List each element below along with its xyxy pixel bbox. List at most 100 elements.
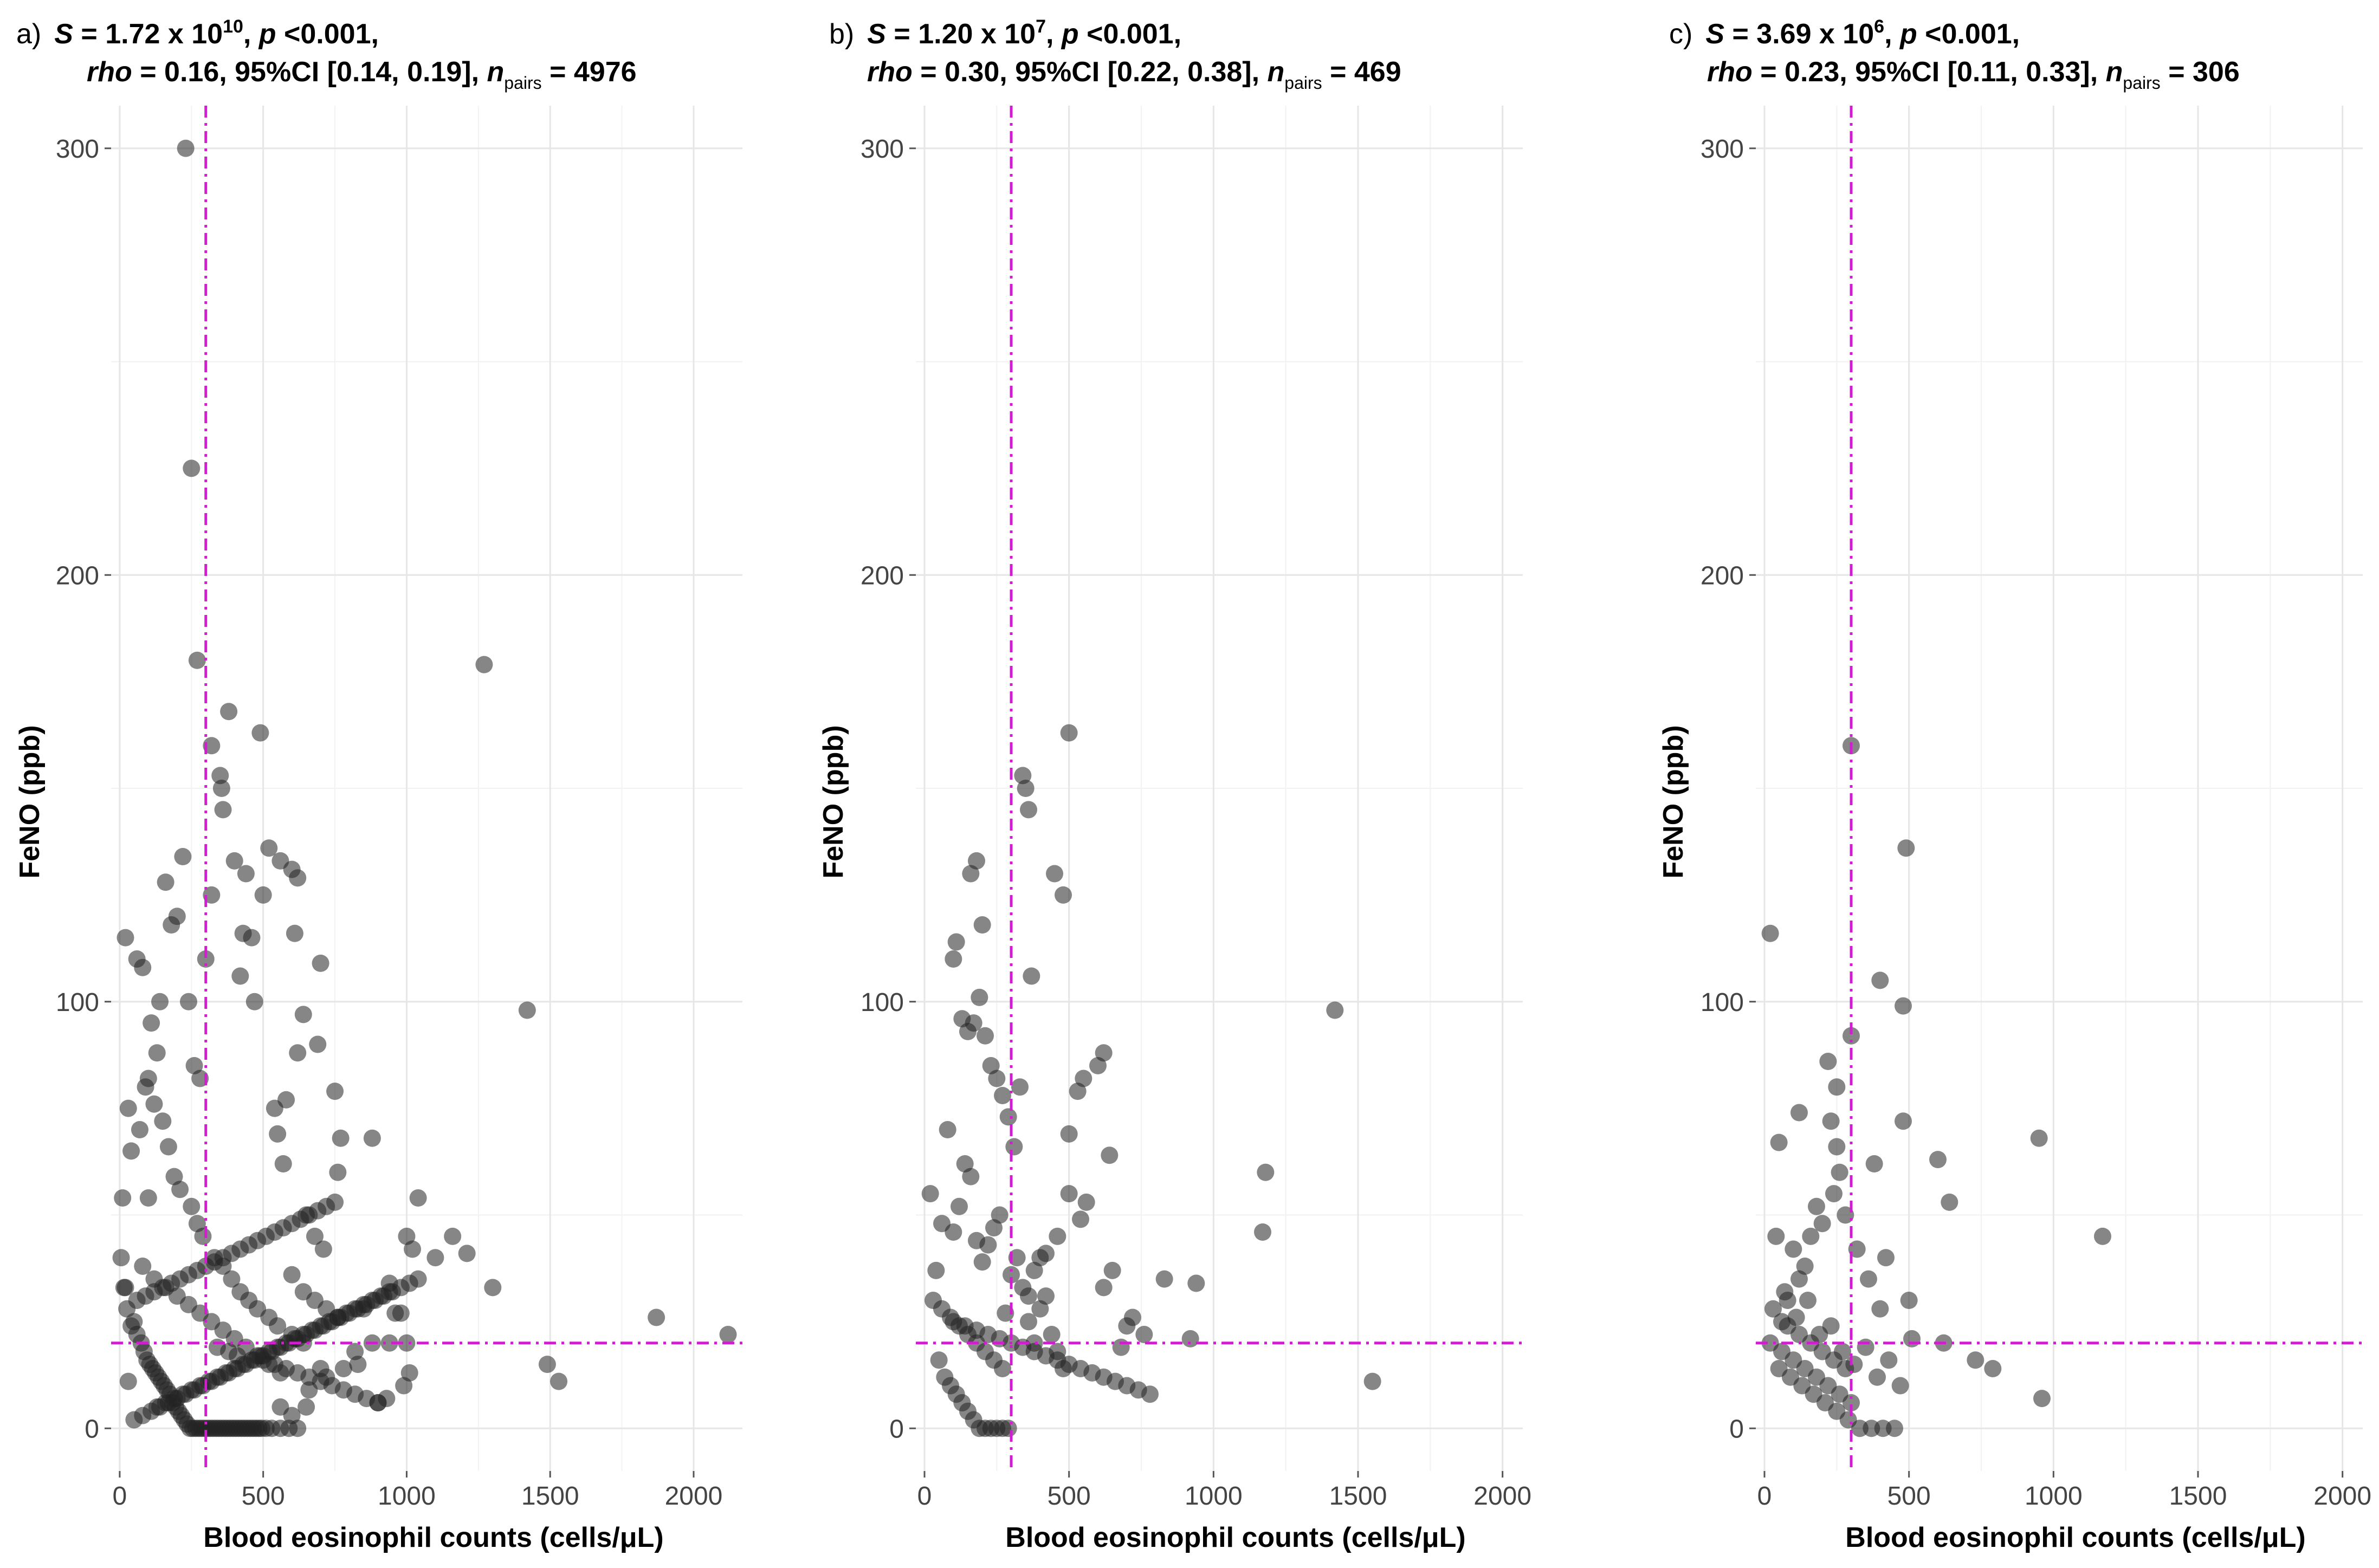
panel-b-data-point	[1075, 1070, 1092, 1087]
panel-c-data-point	[1967, 1351, 1984, 1369]
panel-b-S-value: = 1.20 x 10	[886, 18, 1036, 50]
panel-b-data-point	[1187, 1274, 1205, 1292]
panel-c-x-tick-label: 1000	[2025, 1482, 2083, 1511]
panel-a-data-point	[719, 1326, 737, 1343]
panel-c-data-point	[1941, 1193, 1958, 1211]
panel-a-data-point	[151, 993, 169, 1010]
panel-b-data-point	[1023, 967, 1040, 985]
panel-c-data-point	[1886, 1420, 1903, 1437]
panel-c-data-point	[1761, 924, 1779, 942]
panel-b-n-sub: pairs	[1284, 73, 1322, 93]
panel-b-x-tick-label: 0	[917, 1482, 932, 1511]
panel-a-data-point	[444, 1227, 462, 1245]
panel-c-data-point	[1813, 1215, 1831, 1233]
panel-c-data-point	[1984, 1360, 2002, 1377]
panel-a-data-point	[334, 1360, 352, 1377]
panel-a-data-point	[254, 886, 272, 904]
panel-b-y-tick-label: 300	[861, 135, 904, 164]
panel-c: c) S = 3.69 x 106, p <0.001, rho = 0.23, …	[1658, 16, 2371, 1553]
panel-a-data-point	[197, 950, 215, 968]
panel-a-p-value: <0.001,	[276, 18, 379, 50]
panel-a-data-point	[137, 1078, 154, 1096]
panel-b-data-point	[1049, 1227, 1066, 1245]
panel-a-data-point	[134, 958, 152, 976]
panel-c-x-axis-label: Blood eosinophil counts (cells/μL)	[1845, 1522, 2305, 1553]
panel-a-data-point	[648, 1308, 665, 1326]
panel-a-data-point	[289, 869, 307, 887]
panel-b-x-tick-label: 1000	[1185, 1482, 1243, 1511]
panel-b-data-point	[962, 865, 980, 883]
panel-a-data-point	[400, 1364, 418, 1382]
panel-c-n-label: n	[2106, 56, 2123, 88]
panel-a-data-point	[203, 737, 221, 755]
panel-a-data-point	[538, 1356, 556, 1373]
panel-b-data-point	[1043, 1326, 1061, 1343]
panel-a-data-point	[134, 1258, 152, 1275]
panel-a-data-point	[251, 724, 269, 742]
panel-c-data-point	[1843, 1027, 1860, 1045]
panel-a-data-point	[168, 908, 186, 925]
panel-a-label: a)	[16, 18, 41, 50]
panel-c-p-label: p	[1899, 18, 1917, 50]
panel-b-data-point	[1326, 1001, 1344, 1019]
panel-a-data-point	[223, 1270, 241, 1288]
panel-c-data-point	[1799, 1292, 1816, 1309]
panel-c-data-point	[1929, 1151, 1947, 1169]
panel-c-S-label: S	[1705, 18, 1724, 50]
panel-c-p-value: <0.001,	[1917, 18, 2020, 50]
panel-c-data-point	[1828, 1078, 1846, 1096]
panel-c-data-point	[1903, 1330, 1921, 1347]
panel-b-data-point	[930, 1351, 948, 1369]
panel-c-data-point	[1822, 1112, 1840, 1130]
panel-a-S-label: S	[54, 18, 73, 50]
panel-b-data-point	[994, 1360, 1011, 1377]
panel-a-data-point	[404, 1240, 422, 1258]
panel-b-data-point	[1060, 724, 1078, 742]
panel-b-data-point	[1072, 1210, 1089, 1228]
panel-a-data-point	[274, 1155, 292, 1172]
panel-b-header-line1: b) S = 1.20 x 107, p <0.001,	[829, 16, 1181, 50]
panel-b-data-point	[945, 950, 962, 968]
panel-a-x-axis-label: Blood eosinophil counts (cells/μL)	[203, 1522, 663, 1553]
panel-b-data-point	[1095, 1279, 1113, 1297]
panel-c-S-value: = 3.69 x 10	[1724, 18, 1874, 50]
panel-c-data-point	[1871, 971, 1889, 989]
panel-b-data-point	[999, 1108, 1017, 1126]
panel-b-data-point	[1011, 1078, 1029, 1096]
panel-a-data-point	[157, 873, 174, 891]
panel-b: b) S = 1.20 x 107, p <0.001, rho = 0.30, …	[818, 16, 1531, 1553]
panel-a-data-point	[380, 1334, 398, 1352]
panel-a-data-point	[177, 139, 195, 157]
panel-c-data-point	[1860, 1270, 1877, 1288]
panel-c-y-axis-label: FeNO (ppb)	[1658, 725, 1689, 878]
panel-a-data-point	[518, 1001, 536, 1019]
panel-c-y-tick-label: 300	[1701, 135, 1744, 164]
panel-b-data-point	[1025, 1261, 1043, 1279]
panel-a-data-point	[550, 1372, 568, 1390]
panel-a-y-tick-label: 200	[56, 561, 99, 590]
panel-c-data-point	[1871, 1300, 1889, 1318]
panel-c-data-point	[1764, 1300, 1782, 1318]
panel-a-data-point	[386, 1304, 404, 1322]
panel-a-data-point	[148, 1044, 166, 1062]
panel-a-data-point	[231, 967, 249, 985]
panel-a-data-point	[212, 780, 230, 797]
panel-c-data-point	[1837, 1360, 1854, 1377]
panel-b-y-tick-label: 0	[889, 1415, 904, 1443]
panel-b-data-point	[1060, 1185, 1078, 1203]
panel-b-rho-label: rho	[867, 56, 913, 88]
panel-a-data-point	[312, 954, 329, 972]
panel-c-data-point	[1891, 1377, 1909, 1395]
panel-a-data-point	[306, 1227, 324, 1245]
panel-b-data-point	[947, 933, 965, 951]
panel-c-data-point	[1785, 1240, 1802, 1258]
panel-c-data-point	[2094, 1227, 2111, 1245]
panel-a-data-point	[119, 1372, 137, 1390]
panel-c-data-point	[1880, 1351, 1898, 1369]
panel-a-data-point	[271, 852, 289, 870]
panel-b-data-point	[1101, 1146, 1119, 1164]
panel-a-data-point	[426, 1249, 444, 1267]
panel-a-data-point	[139, 1189, 157, 1207]
panel-a-rho-value: = 0.16, 95%CI [0.14, 0.19],	[132, 56, 487, 88]
panel-b-data-point	[962, 1168, 980, 1185]
